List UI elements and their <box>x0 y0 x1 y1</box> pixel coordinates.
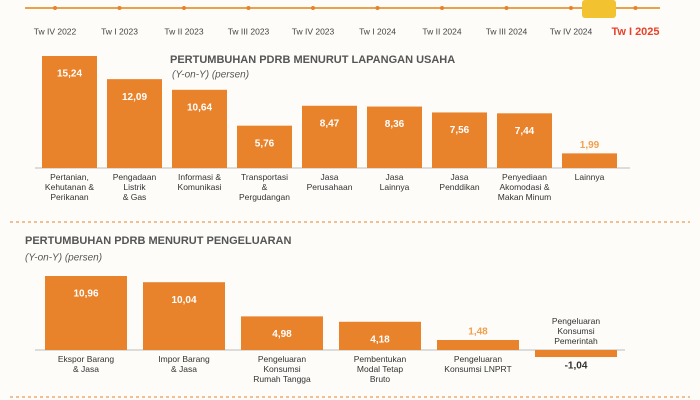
timeline-dot <box>246 6 251 10</box>
bar <box>432 112 487 168</box>
category-label: Pengeluaran Konsumsi LNPRT <box>444 354 511 374</box>
category-label: Pengeluaran Konsumsi Rumah Tangga <box>253 354 311 384</box>
bar <box>172 89 227 168</box>
timeline-label: Tw IV 2024 <box>550 26 593 36</box>
chart-subtitle: (Y-on-Y) (persen) <box>25 253 102 264</box>
bar <box>367 106 422 168</box>
timeline-dot <box>53 6 57 10</box>
category-label: Informasi & Komunikasi <box>178 172 222 192</box>
timeline-label: Tw I 2023 <box>101 26 138 36</box>
value-label: 7,44 <box>515 126 535 137</box>
bar <box>497 113 552 168</box>
value-label: 7,56 <box>450 125 470 136</box>
value-label: 10,64 <box>187 102 212 113</box>
bar <box>437 340 519 350</box>
category-label: Impor Barang & Jasa <box>158 354 210 374</box>
timeline-dot <box>440 6 444 10</box>
timeline-label: Tw I 2025 <box>611 26 659 38</box>
timeline-label: Tw I 2024 <box>359 26 396 36</box>
value-label: 4,98 <box>272 329 292 340</box>
chart-title: PERTUMBUHAN PDRB MENURUT LAPANGAN USAHA <box>170 54 455 66</box>
timeline-dot <box>311 6 315 10</box>
value-label: 12,09 <box>122 92 147 103</box>
bar <box>237 125 292 168</box>
timeline-dot <box>569 6 573 10</box>
category-label: Jasa Penddikan <box>439 172 479 192</box>
category-label: Penyediaan Akomodasi & Makan Minum <box>498 172 551 202</box>
category-label: Pengadaan Listrik & Gas <box>113 172 157 202</box>
timeline-dot <box>117 6 122 10</box>
timeline-label: Tw II 2023 <box>164 26 203 36</box>
value-label: 4,18 <box>370 334 390 345</box>
truck-icon <box>582 0 616 18</box>
category-label: Lainnya <box>575 172 605 182</box>
chart-subtitle: (Y-on-Y) (persen) <box>172 70 249 81</box>
category-label: Ekspor Barang & Jasa <box>58 354 114 374</box>
bar <box>302 105 357 168</box>
category-label: Pengeluaran Konsumsi Pemerintah <box>552 316 600 346</box>
timeline-dot <box>504 6 509 10</box>
category-label: Pertanian, Kehutanan & Perikanan <box>45 172 94 202</box>
timeline-label: Tw III 2024 <box>486 26 528 36</box>
value-label: 1,48 <box>468 327 488 338</box>
value-label: -1,04 <box>565 361 588 372</box>
timeline-label: Tw IV 2023 <box>292 26 335 36</box>
bar <box>42 56 97 168</box>
bar <box>143 282 225 350</box>
timeline-dot <box>633 6 638 10</box>
chart-title: PERTUMBUHAN PDRB MENURUT PENGELUARAN <box>25 235 292 247</box>
timeline-dot <box>375 6 380 10</box>
value-label: 1,99 <box>580 140 600 151</box>
category-label: Jasa Perusahaan <box>307 172 353 192</box>
bar <box>339 321 421 350</box>
timeline-label: Tw II 2024 <box>422 26 461 36</box>
value-label: 8,36 <box>385 119 405 130</box>
bar <box>562 153 617 168</box>
value-label: 5,76 <box>255 138 275 149</box>
value-label: 15,24 <box>57 69 82 80</box>
category-label: Transportasi & Pergudangan <box>239 172 290 202</box>
category-label: Pembentukan Modal Tetap Bruto <box>354 354 407 384</box>
category-label: Jasa Lainnya <box>380 172 410 192</box>
timeline-label: Tw III 2023 <box>228 26 270 36</box>
value-label: 8,47 <box>320 118 340 129</box>
timeline-dot <box>182 6 186 10</box>
bar <box>107 79 162 168</box>
bar <box>535 350 617 358</box>
bar <box>241 316 323 350</box>
value-label: 10,96 <box>73 289 98 300</box>
timeline-label: Tw IV 2022 <box>34 26 77 36</box>
bar <box>45 276 127 350</box>
value-label: 10,04 <box>171 295 196 306</box>
